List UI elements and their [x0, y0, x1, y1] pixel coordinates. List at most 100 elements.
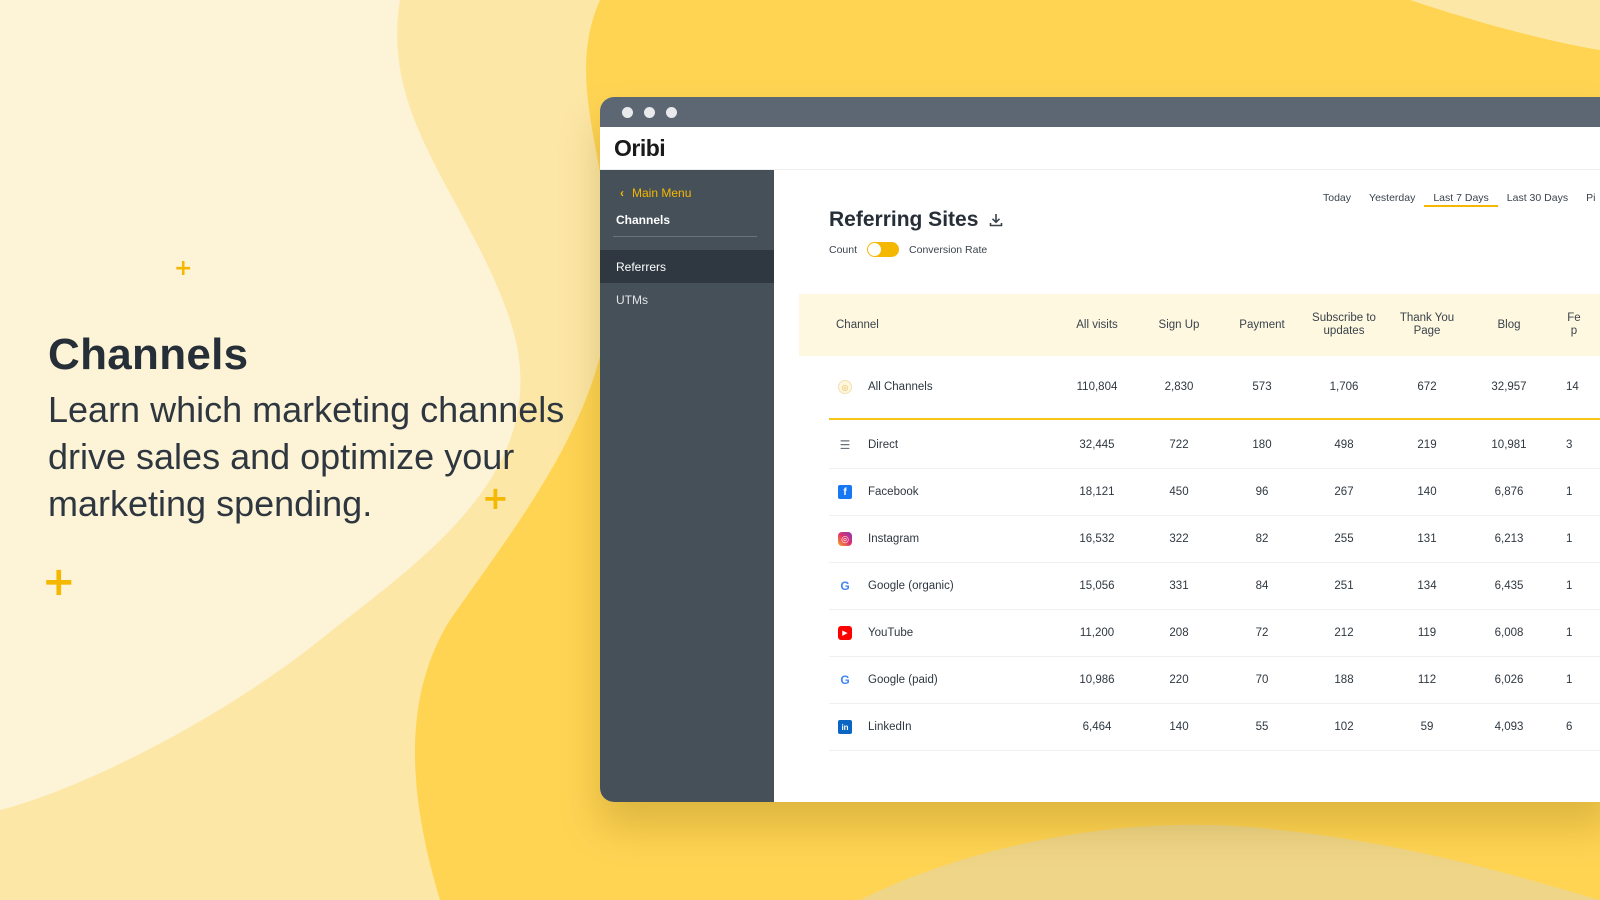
table-row[interactable]: G Google (organic) 15,056 331 84 251 134…	[829, 563, 1600, 610]
count-conversion-toggle[interactable]	[867, 242, 900, 257]
table-cell: 1	[1566, 580, 1573, 592]
plus-decoration-icon: +	[42, 559, 76, 605]
table-cell: 6,026	[1494, 674, 1524, 686]
table-cell: 14	[1566, 381, 1579, 393]
table-cell: 32,445	[1079, 439, 1115, 451]
table-cell: 134	[1417, 580, 1437, 592]
range-last-7-days[interactable]: Last 7 Days	[1424, 190, 1498, 207]
table-cell: 1	[1566, 674, 1573, 686]
oribi-logo[interactable]: Oribi	[614, 134, 666, 161]
table-row[interactable]: ☰ Direct 32,445 722 180 498 219 10,981 3	[829, 422, 1600, 469]
table-cell: 3	[1566, 439, 1573, 451]
table-cell: 55	[1255, 721, 1269, 733]
table-cell: 59	[1420, 721, 1434, 733]
table-cell: 6	[1566, 721, 1573, 733]
column-header-subscribe[interactable]: Subscribe to updates	[1312, 312, 1376, 337]
table-cell: 251	[1334, 580, 1354, 592]
table-cell: 4,093	[1494, 721, 1524, 733]
google-icon: G	[840, 579, 850, 593]
chevron-left-icon: ‹	[620, 186, 624, 200]
sidebar-item-referrers[interactable]: Referrers	[600, 250, 774, 283]
hero-text: Channels Learn which marketing channels …	[48, 330, 588, 527]
plus-decoration-icon: +	[482, 479, 509, 517]
table-row[interactable]: f Facebook 18,121 450 96 267 140 6,876 1	[829, 469, 1600, 516]
table-header: Channel All visits Sign Up Payment Subsc…	[799, 294, 1600, 356]
channel-name: YouTube	[868, 627, 914, 639]
table-row[interactable]: G Google (paid) 10,986 220 70 188 112 6,…	[829, 657, 1600, 704]
table-cell: 220	[1169, 674, 1189, 686]
direct-icon: ☰	[839, 438, 851, 452]
sidebar: ‹ Main Menu Channels Referrers UTMs	[600, 170, 774, 802]
youtube-icon: ▶	[838, 626, 852, 640]
table-cell: 131	[1417, 533, 1437, 545]
window-dot-icon[interactable]	[666, 106, 677, 118]
table-cell: 15,056	[1079, 580, 1115, 592]
table-cell: 322	[1169, 533, 1189, 545]
column-header-blog[interactable]: Blog	[1497, 318, 1521, 331]
table-cell: 180	[1252, 439, 1272, 451]
table-cell: 140	[1169, 721, 1189, 733]
window-dot-icon[interactable]	[622, 106, 633, 118]
table-cell: 72	[1255, 627, 1269, 639]
table-cell: 102	[1334, 721, 1354, 733]
table-cell: 212	[1334, 627, 1354, 639]
sidebar-item-utms[interactable]: UTMs	[600, 283, 774, 316]
table-cell: 255	[1334, 533, 1354, 545]
table-row[interactable]: in LinkedIn 6,464 140 55 102 59 4,093 6	[829, 704, 1600, 751]
table-cell: 16,532	[1079, 533, 1115, 545]
table-cell: 219	[1417, 439, 1437, 451]
table-cell: 112	[1417, 674, 1437, 686]
range-last-30-days[interactable]: Last 30 Days	[1506, 192, 1569, 204]
facebook-icon: f	[838, 485, 852, 499]
main-menu-link[interactable]: ‹ Main Menu	[620, 186, 691, 200]
window-dot-icon[interactable]	[644, 106, 655, 118]
table-cell: 10,986	[1079, 674, 1115, 686]
table-cell: 672	[1417, 381, 1437, 393]
column-header-fe[interactable]: Fe p	[1567, 312, 1581, 337]
table-cell: 267	[1334, 486, 1354, 498]
page-title: Referring Sites	[829, 208, 979, 231]
table-cell: 6,213	[1494, 533, 1524, 545]
column-header-channel[interactable]: Channel	[836, 318, 879, 331]
toggle-count-label: Count	[829, 243, 858, 256]
table-row[interactable]: ◎ Instagram 16,532 322 82 255 131 6,213 …	[829, 516, 1600, 563]
table-cell: 6,008	[1494, 627, 1524, 639]
column-header-payment[interactable]: Payment	[1239, 318, 1285, 331]
download-icon[interactable]	[988, 212, 1004, 228]
channel-name-cell: ☰ Direct	[829, 422, 898, 468]
table-cell: 498	[1334, 439, 1354, 451]
app-window: Oribi ‹ Main Menu Channels Referrers UTM…	[600, 97, 1600, 802]
range-yesterday[interactable]: Yesterday	[1369, 192, 1416, 204]
date-range-selector: Today Yesterday Last 7 Days Last 30 Days…	[1314, 190, 1600, 207]
table-cell: 1	[1566, 486, 1573, 498]
column-header-all-visits[interactable]: All visits	[1076, 318, 1118, 331]
table-cell: 96	[1255, 486, 1269, 498]
table-cell: 82	[1255, 533, 1269, 545]
table-row[interactable]: ▶ YouTube 11,200 208 72 212 119 6,008 1	[829, 610, 1600, 657]
table-cell: 188	[1334, 674, 1354, 686]
column-header-thank-you[interactable]: Thank You Page	[1399, 312, 1455, 337]
table-cell: 140	[1417, 486, 1437, 498]
table-cell: 6,876	[1494, 486, 1524, 498]
main-menu-label: Main Menu	[632, 186, 692, 200]
table-cell: 2,830	[1164, 381, 1194, 393]
sidebar-title: Channels	[616, 213, 671, 227]
table-cell: 573	[1252, 381, 1272, 393]
range-today[interactable]: Today	[1323, 192, 1352, 204]
plus-decoration-icon: +	[174, 256, 193, 281]
table-cell: 70	[1255, 674, 1269, 686]
column-header-sign-up[interactable]: Sign Up	[1158, 318, 1200, 331]
table-row-total[interactable]: ◎ All Channels 110,804 2,830 573 1,706 6…	[829, 356, 1600, 420]
sidebar-item-label: UTMs	[616, 292, 648, 307]
hero-subtitle: Learn which marketing channels drive sal…	[48, 389, 565, 524]
instagram-icon: ◎	[838, 532, 852, 546]
channel-name-cell: f Facebook	[829, 469, 919, 515]
table-cell: 1,706	[1329, 381, 1359, 393]
channel-name-cell: ◎ Instagram	[829, 516, 919, 562]
table-cell: 6,435	[1494, 580, 1524, 592]
table-cell: 84	[1255, 580, 1269, 592]
table-cell: 110,804	[1076, 381, 1118, 393]
range-more[interactable]: Pi	[1586, 192, 1596, 204]
toggle-conversion-label: Conversion Rate	[909, 243, 988, 256]
main-content: Today Yesterday Last 7 Days Last 30 Days…	[774, 170, 1600, 802]
